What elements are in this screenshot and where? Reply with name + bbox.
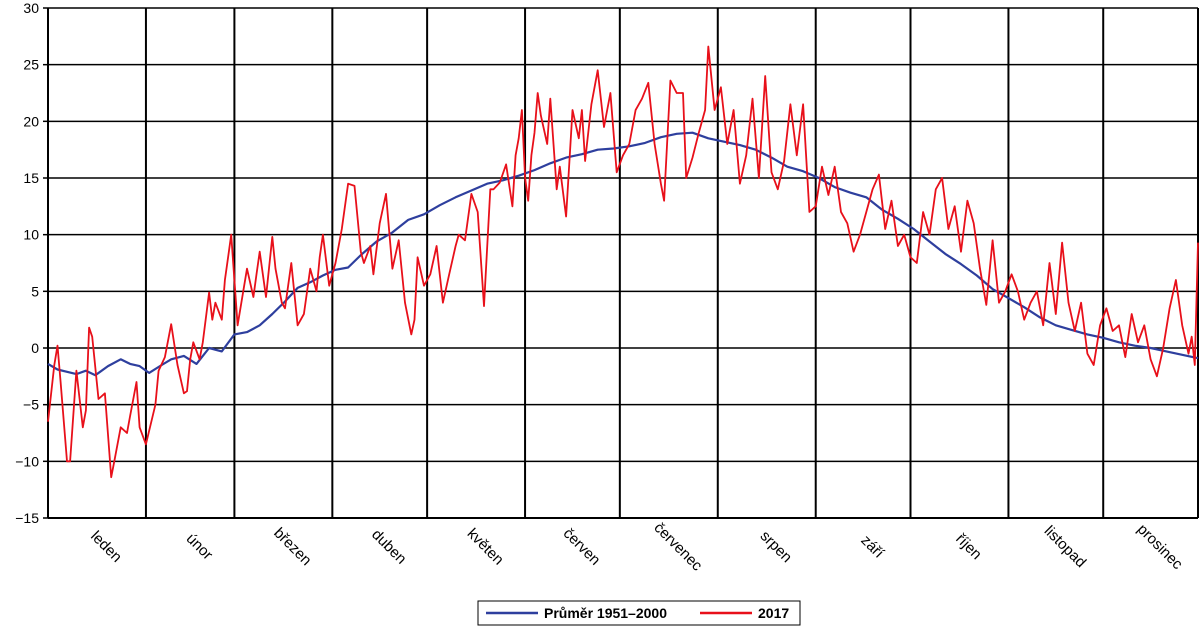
y-axis-tick-label: 15 [23,170,39,186]
legend-label-2017: 2017 [758,605,789,621]
series-line-average [47,131,1199,377]
x-axis-month-label: červen [560,525,604,569]
y-axis-tick-label: 0 [31,340,39,356]
x-axis-month-label: červenec [650,519,705,574]
x-axis-month-label: únor [183,530,216,563]
legend-label-avg: Průměr 1951–2000 [544,605,667,621]
plot-area-background [48,8,1198,518]
x-axis-month-label: říjen [952,530,985,563]
y-axis-tick-label: −15 [15,510,39,526]
x-axis-month-label: duben [368,526,410,568]
x-axis-month-labels: leden únor březen duben květen červen červenec… [87,519,1186,574]
y-axis-tick-label: 25 [23,57,39,73]
x-axis-month-label: září [857,532,887,562]
y-axis-tick-label: −5 [23,397,39,413]
x-axis-month-label: srpen [757,528,796,567]
y-axis-tick-labels: −15 −10 −5 0 5 10 15 20 25 30 [15,0,39,526]
legend: Průměr 1951–2000 2017 [477,600,801,626]
x-axis-month-label: prosinec [1134,521,1186,573]
y-axis-tick-label: −10 [15,453,39,469]
x-axis-month-label: březen [270,525,314,569]
axes [43,7,1198,519]
y-axis-tick-label: 10 [23,227,39,243]
x-axis-month-label: listopad [1041,523,1090,572]
gridlines [48,7,1199,519]
data-series [47,45,1199,479]
y-axis-tick-label: 20 [23,113,39,129]
x-axis-month-label: květen [464,525,507,568]
y-axis-tick-label: 30 [23,0,39,16]
x-axis-month-label: leden [87,528,125,566]
series-line-2017 [47,45,1199,479]
y-axis-tick-label: 5 [31,283,39,299]
